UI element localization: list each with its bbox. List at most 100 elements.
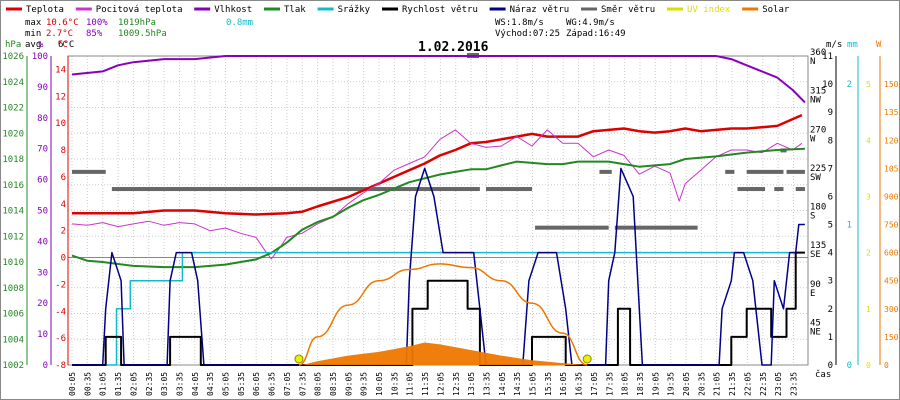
tick-dir-2: 135 — [810, 241, 826, 251]
x-tick-0: 00:05 — [68, 372, 77, 396]
series-vlhkost-line — [71, 55, 806, 104]
series-layer — [71, 55, 806, 366]
stats-avg-label: avg — [25, 40, 41, 50]
uv-marker-0 — [294, 354, 304, 364]
tick-pct-1: 10 — [37, 330, 48, 340]
legend-label-1: Pocitová teplota — [96, 5, 183, 15]
tick-ms-3: 3 — [828, 277, 833, 287]
tick-c-11: 14 — [55, 65, 66, 75]
tick-c-3: -2 — [55, 280, 66, 290]
wind-direction-segment-8 — [746, 169, 784, 174]
wind-direction-segment-9 — [786, 169, 805, 174]
legend-label-7: Směr větru — [601, 5, 655, 15]
legend-label-6: Náraz větru — [510, 5, 570, 15]
tick-uv-2: 2 — [866, 249, 871, 258]
tick-pct-5: 50 — [37, 207, 48, 217]
tick-hpa-3: 1008 — [2, 284, 24, 294]
tick-c-8: 8 — [61, 146, 66, 156]
tick-ms-1: 1 — [828, 333, 833, 343]
date-title: 1.02.2016 — [418, 40, 489, 55]
x-tick-32: 16:05 — [559, 372, 568, 396]
tick-ms-2: 2 — [828, 305, 833, 315]
x-tick-30: 15:05 — [529, 372, 538, 396]
tick-hpa-2: 1006 — [2, 310, 24, 320]
wind-direction-segment-6 — [725, 169, 735, 174]
x-tick-28: 14:05 — [498, 372, 507, 396]
tick-ms-11: 11 — [822, 52, 833, 62]
x-tick-1: 00:35 — [83, 372, 92, 396]
tick-hpa-0: 1002 — [2, 361, 24, 371]
legend-label-5: Rychlost větru — [402, 5, 478, 15]
x-tick-31: 15:35 — [544, 372, 553, 396]
tick-ms-0: 0 — [828, 361, 833, 371]
tick-c-4: 0 — [61, 254, 66, 264]
axis-unit-hpa: hPa — [5, 40, 21, 50]
tick-dir-name-1: E — [810, 289, 815, 299]
legend-label-8: UV index — [687, 5, 731, 15]
tick-ms-6: 6 — [828, 192, 833, 202]
x-tick-35: 17:35 — [605, 372, 614, 396]
x-tick-44: 22:05 — [743, 372, 752, 396]
tick-c-10: 12 — [55, 92, 66, 102]
tick-c-2: -4 — [55, 307, 66, 317]
x-tick-18: 09:05 — [344, 372, 353, 396]
stats-min-temp: 2.7°C — [46, 29, 73, 39]
x-tick-38: 19:05 — [651, 372, 660, 396]
left-axes: 1002100410061008101010121014101610181020… — [2, 52, 69, 371]
x-tick-19: 09:35 — [360, 372, 369, 396]
tick-uv-0: 0 — [866, 361, 871, 370]
tick-w-0: 0 — [884, 361, 889, 370]
tick-uv-1: 1 — [866, 305, 871, 314]
x-tick-11: 05:35 — [237, 372, 246, 396]
stats-max-temp: 10.6°C — [46, 18, 79, 28]
tick-ms-5: 5 — [828, 221, 833, 231]
x-tick-21: 10:35 — [390, 372, 399, 396]
series-tlak-line — [71, 147, 805, 269]
wind-direction-segment-3 — [535, 225, 609, 230]
stats-sunrise: Východ:07:25 — [495, 29, 560, 39]
tick-dir-name-0: NE — [810, 327, 821, 337]
x-tick-41: 20:35 — [697, 372, 706, 396]
stats-min-label: min — [25, 29, 41, 39]
uv-marker-1 — [582, 354, 592, 364]
legend-label-4: Srážky — [338, 5, 371, 15]
tick-ms-10: 10 — [822, 80, 833, 90]
tick-mm-1: 1 — [847, 221, 852, 231]
x-tick-47: 23:35 — [789, 372, 798, 396]
tick-hpa-12: 1026 — [2, 52, 24, 62]
tick-dir-1: 90 — [810, 280, 821, 290]
grid — [67, 55, 809, 366]
x-tick-39: 19:35 — [667, 372, 676, 396]
wind-direction-segment-7 — [737, 187, 766, 192]
stats-max-label: max — [25, 18, 42, 28]
stats-min-hum: 85% — [86, 29, 103, 39]
tick-dir-name-4: SW — [810, 173, 821, 183]
wind-direction-segment-4 — [614, 225, 698, 230]
x-tick-2: 01:05 — [99, 372, 108, 396]
axis-unit-c: °C — [57, 40, 68, 50]
tick-uv-5: 5 — [866, 80, 871, 89]
tick-pct-4: 40 — [37, 237, 48, 247]
wind-direction-segment-10 — [774, 187, 784, 192]
x-tick-5: 02:35 — [145, 372, 154, 396]
x-axis-ticks: 00:05 00:35 01:05 01:35 02:05 02:35 03:05 03:35… — [68, 372, 798, 396]
axis-unit-mm: mm — [847, 40, 858, 50]
tick-pct-9: 90 — [37, 83, 48, 93]
x-tick-24: 12:05 — [436, 372, 445, 396]
tick-hpa-5: 1012 — [2, 232, 24, 242]
x-tick-43: 21:35 — [728, 372, 737, 396]
stats-ws: WS:1.8m/s — [495, 18, 544, 28]
x-tick-33: 16:35 — [575, 372, 584, 396]
tick-hpa-11: 1024 — [2, 78, 24, 88]
axis-unit-pct: % — [38, 40, 44, 50]
x-tick-20: 10:05 — [375, 372, 384, 396]
x-tick-16: 08:05 — [314, 372, 323, 396]
x-tick-37: 18:35 — [636, 372, 645, 396]
x-tick-26: 13:05 — [467, 372, 476, 396]
x-tick-17: 08:35 — [329, 372, 338, 396]
axis-unit-ms: m/s — [826, 40, 842, 50]
tick-w-8: 1200 — [884, 136, 900, 145]
tick-dir-name-5: W — [810, 134, 816, 144]
tick-w-7: 1050 — [884, 164, 900, 173]
x-tick-25: 12:35 — [452, 372, 461, 396]
